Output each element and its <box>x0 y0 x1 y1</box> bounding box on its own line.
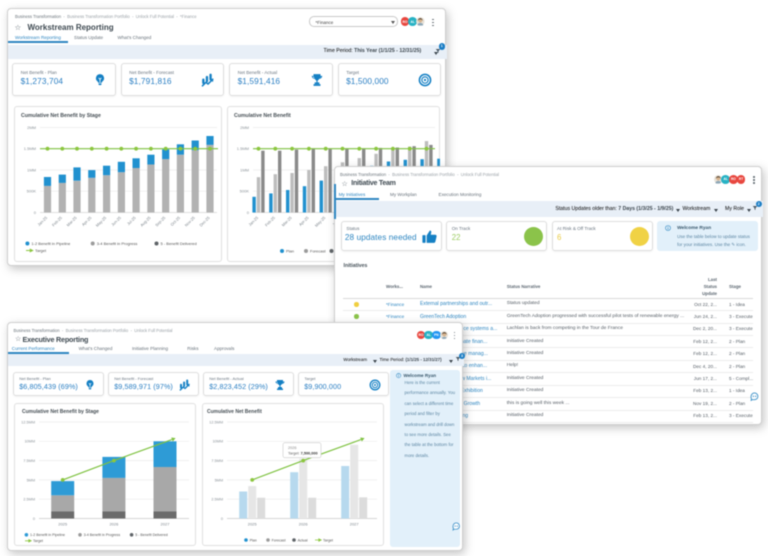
svg-text:5MM: 5MM <box>214 478 222 482</box>
svg-text:2025: 2025 <box>58 521 68 526</box>
svg-text:Cumulative Net Benefit by Stag: Cumulative Net Benefit by Stage <box>21 113 101 119</box>
svg-text:Forecast: Forecast <box>271 538 285 542</box>
svg-text:Aug-25: Aug-25 <box>139 215 151 227</box>
svg-text:Plan: Plan <box>249 538 256 542</box>
svg-text:2026: 2026 <box>288 446 296 450</box>
svg-text:Actual: Actual <box>297 538 307 542</box>
svg-text:Target: Target <box>33 539 43 543</box>
svg-text:2027: 2027 <box>350 521 360 526</box>
svg-text:Cumulative Net Benefit: Cumulative Net Benefit <box>234 113 291 119</box>
svg-text:Forecast: Forecast <box>310 249 326 254</box>
svg-text:10MM: 10MM <box>212 439 223 443</box>
svg-text:7.5MM: 7.5MM <box>211 459 223 463</box>
svg-text:2025: 2025 <box>248 521 258 526</box>
svg-text:Jan-25: Jan-25 <box>247 215 259 227</box>
svg-text:Target: Target <box>35 248 47 253</box>
svg-text:1-2 Benefit in Pipeline: 1-2 Benefit in Pipeline <box>31 241 71 246</box>
svg-text:Sep-25: Sep-25 <box>153 215 165 227</box>
svg-text:5 - Benefit Delivered: 5 - Benefit Delivered <box>160 241 196 246</box>
svg-text:Cumulative Net Benefit by Stag: Cumulative Net Benefit by Stage <box>22 409 99 415</box>
svg-text:12.5MM: 12.5MM <box>209 420 223 424</box>
svg-text:Dec-25: Dec-25 <box>198 215 210 227</box>
svg-text:Cumulative Net Benefit: Cumulative Net Benefit <box>207 409 262 415</box>
svg-text:2.5MM: 2.5MM <box>211 497 223 501</box>
svg-text:0: 0 <box>33 517 35 521</box>
svg-text:0: 0 <box>221 517 223 521</box>
svg-text:Jun-25: Jun-25 <box>110 215 122 227</box>
svg-text:10MM: 10MM <box>24 439 35 443</box>
svg-text:2026: 2026 <box>109 521 119 526</box>
svg-text:500K: 500K <box>26 189 36 194</box>
svg-text:Target: 7,500,000: Target: 7,500,000 <box>288 451 318 455</box>
svg-text:Oct-25: Oct-25 <box>169 215 181 227</box>
svg-text:Apr-25: Apr-25 <box>80 215 92 227</box>
svg-text:Mar-25: Mar-25 <box>281 215 293 227</box>
svg-text:0: 0 <box>33 210 36 215</box>
svg-text:2.5MM: 2.5MM <box>23 497 35 501</box>
svg-text:Feb-25: Feb-25 <box>264 215 276 227</box>
svg-text:2MM: 2MM <box>240 125 249 130</box>
svg-text:1MM: 1MM <box>27 167 36 172</box>
svg-text:0: 0 <box>247 210 250 215</box>
svg-text:1MM: 1MM <box>240 167 249 172</box>
svg-text:Plan: Plan <box>286 249 294 254</box>
svg-text:Feb-25: Feb-25 <box>50 215 62 227</box>
svg-text:2027: 2027 <box>161 521 171 526</box>
svg-text:2026: 2026 <box>299 521 309 526</box>
svg-text:May-25: May-25 <box>94 215 107 228</box>
svg-text:Jul-25: Jul-25 <box>125 215 136 226</box>
svg-text:5MM: 5MM <box>27 478 35 482</box>
svg-text:Apr-25: Apr-25 <box>298 215 310 227</box>
svg-text:5 - Benefit Delivered: 5 - Benefit Delivered <box>135 533 168 537</box>
svg-text:2MM: 2MM <box>27 125 36 130</box>
svg-text:Target: Target <box>323 538 333 542</box>
svg-text:7.5MM: 7.5MM <box>23 459 35 463</box>
svg-text:1.5MM: 1.5MM <box>237 146 249 151</box>
svg-text:3-4 Benefit in Progress: 3-4 Benefit in Progress <box>84 533 121 537</box>
svg-text:Mar-25: Mar-25 <box>65 215 77 227</box>
svg-text:1-2 Benefit in Pipeline: 1-2 Benefit in Pipeline <box>30 533 65 537</box>
svg-text:3-4 Benefit in Progress: 3-4 Benefit in Progress <box>96 241 137 246</box>
svg-text:12.5MM: 12.5MM <box>21 420 35 424</box>
svg-text:Jan-25: Jan-25 <box>36 215 48 227</box>
svg-text:1.5MM: 1.5MM <box>23 146 35 151</box>
svg-text:Nov-25: Nov-25 <box>183 215 195 227</box>
svg-text:500K: 500K <box>240 189 250 194</box>
svg-text:May-25: May-25 <box>314 215 327 228</box>
